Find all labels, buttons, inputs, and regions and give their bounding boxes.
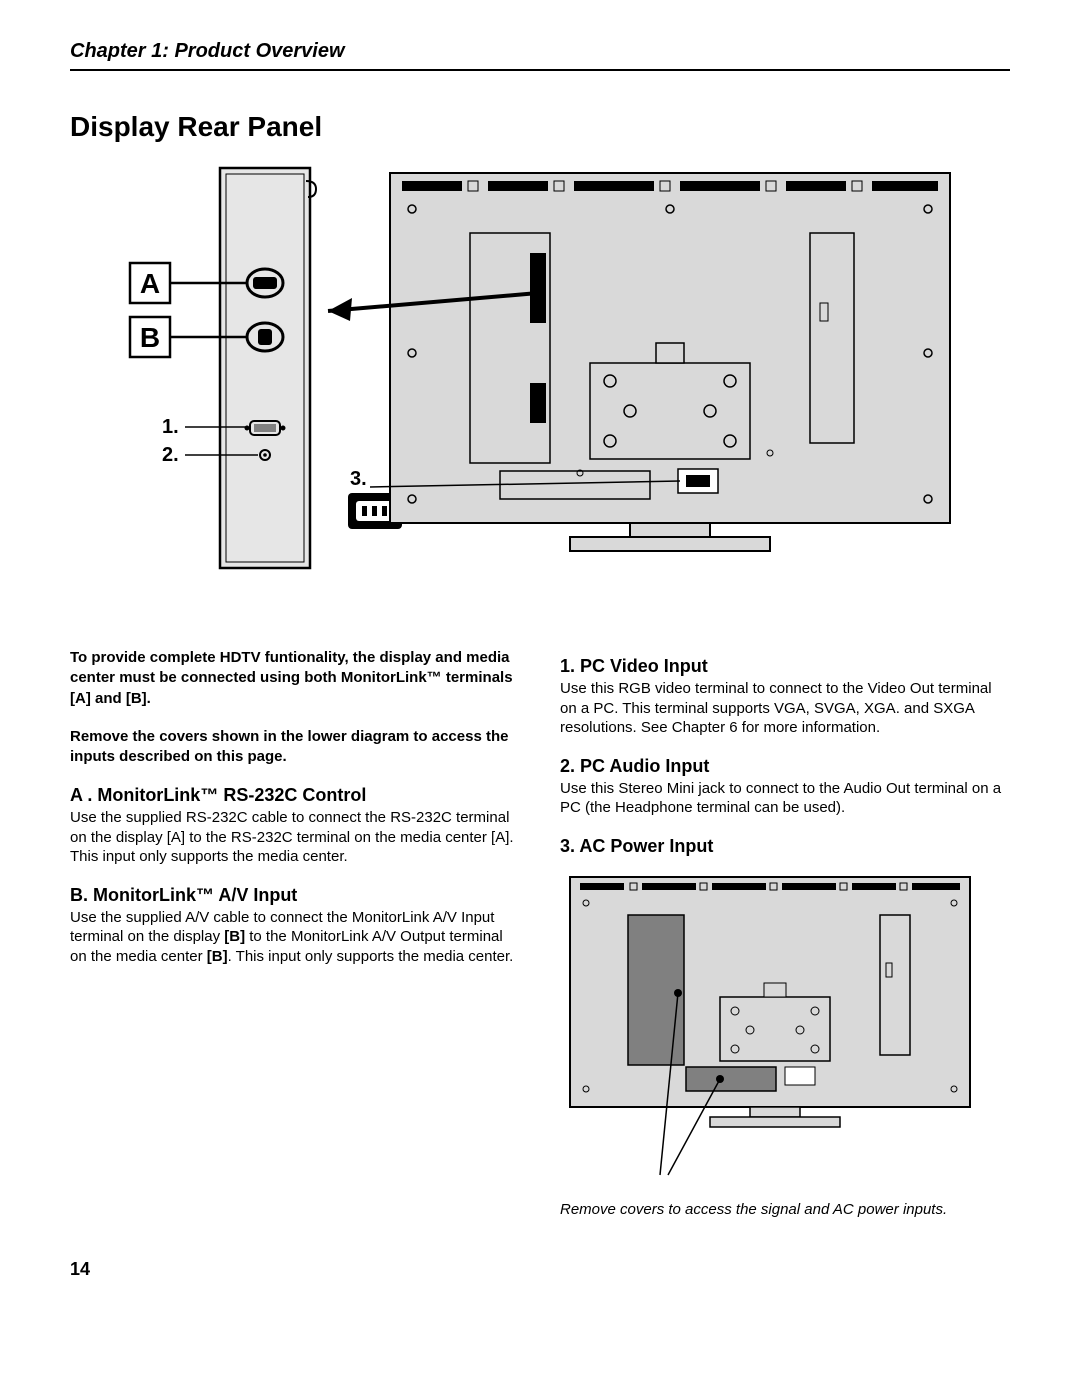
section-a-body: Use the supplied RS-232C cable to connec… <box>70 808 520 867</box>
section-2-heading: 2. PC Audio Input <box>560 756 1010 777</box>
section-1-body: Use this RGB video terminal to connect t… <box>560 679 1010 738</box>
diagram-label-3: 3. <box>350 468 367 490</box>
diagram-label-2: 2. <box>162 444 179 466</box>
left-column: To provide complete HDTV funtionality, t… <box>70 648 520 1219</box>
section-1-heading: 1. PC Video Input <box>560 656 1010 677</box>
main-diagram: A B 1. 2. 3. <box>70 163 1010 608</box>
diagram-label-a: A <box>140 268 160 299</box>
intro-paragraph-1: To provide complete HDTV funtionality, t… <box>70 648 520 709</box>
section-2-body: Use this Stereo Mini jack to connect to … <box>560 779 1010 818</box>
lower-diagram <box>560 867 1010 1192</box>
diagram-label-1: 1. <box>162 416 179 438</box>
chapter-header: Chapter 1: Product Overview <box>70 40 1010 71</box>
section-a-heading: A . MonitorLink™ RS-232C Control <box>70 785 520 806</box>
section-3-heading: 3. AC Power Input <box>560 836 1010 857</box>
intro-paragraph-2: Remove the covers shown in the lower dia… <box>70 727 520 768</box>
right-column: 1. PC Video Input Use this RGB video ter… <box>560 648 1010 1219</box>
section-title: Display Rear Panel <box>70 111 1010 143</box>
lower-diagram-caption: Remove covers to access the signal and A… <box>560 1200 1010 1220</box>
section-b-body: Use the supplied A/V cable to connect th… <box>70 908 520 967</box>
page-number: 14 <box>70 1259 1010 1280</box>
section-b-heading: B. MonitorLink™ A/V Input <box>70 885 520 906</box>
diagram-label-b: B <box>140 322 160 353</box>
